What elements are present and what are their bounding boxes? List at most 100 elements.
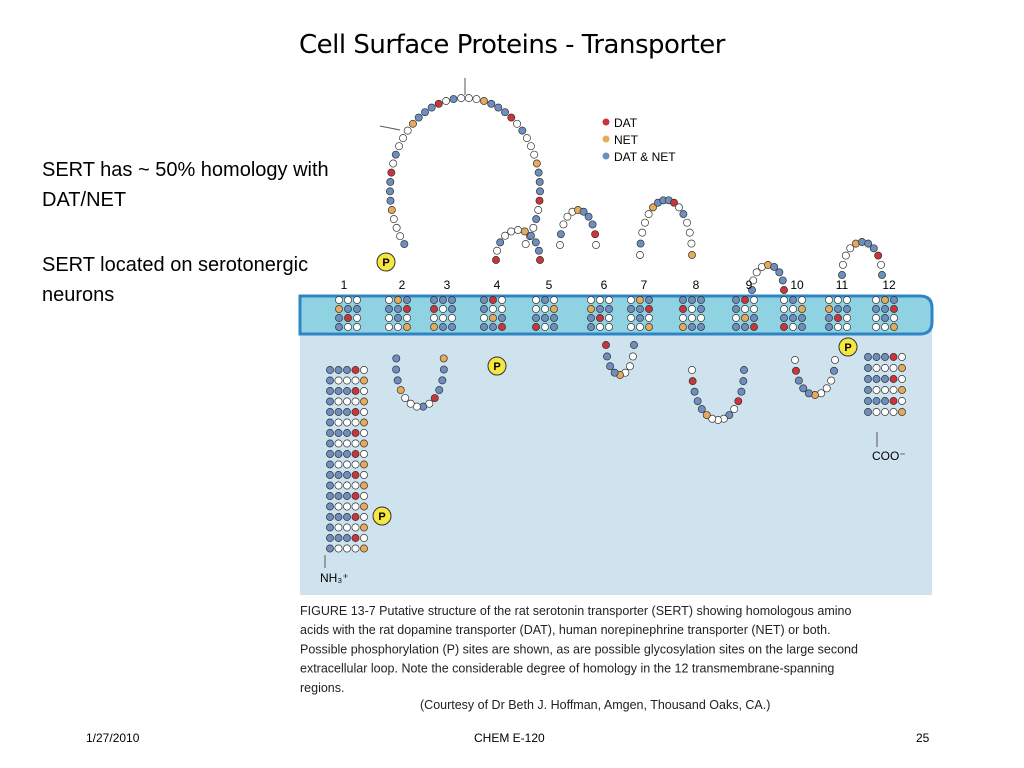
residue: [522, 134, 531, 143]
residue: [360, 534, 368, 542]
residue: [587, 305, 595, 313]
residue: [360, 408, 368, 416]
residue: [636, 251, 644, 259]
residue: [351, 492, 360, 500]
residue: [889, 397, 898, 405]
residue: [550, 323, 558, 331]
membrane: [298, 294, 934, 336]
residue: [627, 314, 635, 322]
residue: [334, 534, 343, 542]
residue: [457, 94, 466, 103]
residue: [839, 260, 847, 269]
residue: [877, 260, 885, 269]
beads: [326, 94, 906, 553]
residue: [360, 439, 368, 448]
residue: [741, 314, 749, 322]
residue: [596, 314, 604, 322]
footer-page: 25: [916, 731, 930, 745]
residue: [679, 296, 687, 304]
legend-dat: DAT: [614, 116, 638, 130]
residue: [645, 323, 653, 331]
residue: [697, 323, 705, 331]
residue: [480, 305, 488, 313]
residue: [792, 366, 800, 375]
residue: [688, 251, 696, 259]
residue: [625, 362, 634, 371]
residue: [881, 323, 889, 331]
residue: [401, 394, 410, 403]
residue: [605, 323, 613, 331]
residue: [838, 271, 846, 279]
residue: [898, 397, 906, 405]
residue: [334, 513, 343, 521]
residue: [403, 323, 411, 331]
residue: [334, 376, 343, 385]
residue: [740, 366, 748, 374]
credit: (Courtesy of Dr Beth J. Hoffman, Amgen, …: [420, 698, 770, 712]
residue: [326, 460, 334, 469]
c-terminus: COO⁻: [872, 449, 906, 463]
residue: [343, 471, 351, 479]
residue: [864, 353, 872, 361]
residue: [448, 314, 456, 322]
residue: [596, 305, 604, 313]
residue: [385, 296, 393, 304]
residue: [439, 314, 447, 322]
residue: [430, 314, 438, 322]
residue: [834, 305, 842, 313]
residue: [535, 196, 544, 205]
residue: [532, 215, 541, 224]
residue: [688, 323, 696, 331]
residue: [741, 296, 749, 304]
residue: [472, 95, 481, 104]
legend-dot-dat: [602, 118, 610, 126]
residue: [334, 492, 343, 500]
residue: [872, 296, 880, 304]
residue: [343, 387, 351, 395]
residue: [688, 305, 696, 313]
tm-label: 2: [399, 278, 406, 292]
residue: [638, 228, 647, 237]
phospho-label: P: [382, 257, 389, 269]
residue: [430, 305, 438, 313]
residue: [406, 399, 415, 408]
residue: [846, 244, 855, 253]
residue: [343, 492, 351, 500]
residue: [334, 387, 343, 395]
legend-net: NET: [614, 133, 639, 147]
residue: [693, 397, 702, 406]
residue: [360, 460, 368, 469]
residue: [498, 305, 506, 313]
residue: [394, 323, 402, 331]
residue: [353, 314, 361, 322]
residue: [675, 203, 683, 212]
tm-label: 11: [836, 278, 849, 292]
residue: [789, 314, 797, 322]
residue: [386, 177, 395, 186]
residue: [872, 353, 881, 361]
residue: [556, 241, 564, 249]
residue: [360, 366, 368, 374]
residue: [679, 323, 687, 331]
residue: [541, 323, 549, 331]
residue: [889, 364, 898, 372]
residue: [396, 386, 405, 395]
residue: [343, 418, 351, 427]
residue: [881, 353, 889, 361]
residue: [385, 323, 393, 331]
residue: [685, 228, 694, 237]
residue: [889, 408, 898, 416]
residue: [343, 450, 351, 458]
residue: [872, 397, 881, 405]
residue: [360, 376, 368, 385]
residue: [874, 251, 883, 260]
legend-dot-net: [602, 135, 610, 143]
residue: [530, 150, 539, 159]
residue: [494, 103, 503, 112]
residue: [403, 305, 411, 313]
phospho-site: [487, 356, 507, 376]
residue: [351, 523, 360, 532]
residue: [529, 223, 538, 232]
residue: [326, 513, 334, 521]
residue: [825, 296, 833, 304]
